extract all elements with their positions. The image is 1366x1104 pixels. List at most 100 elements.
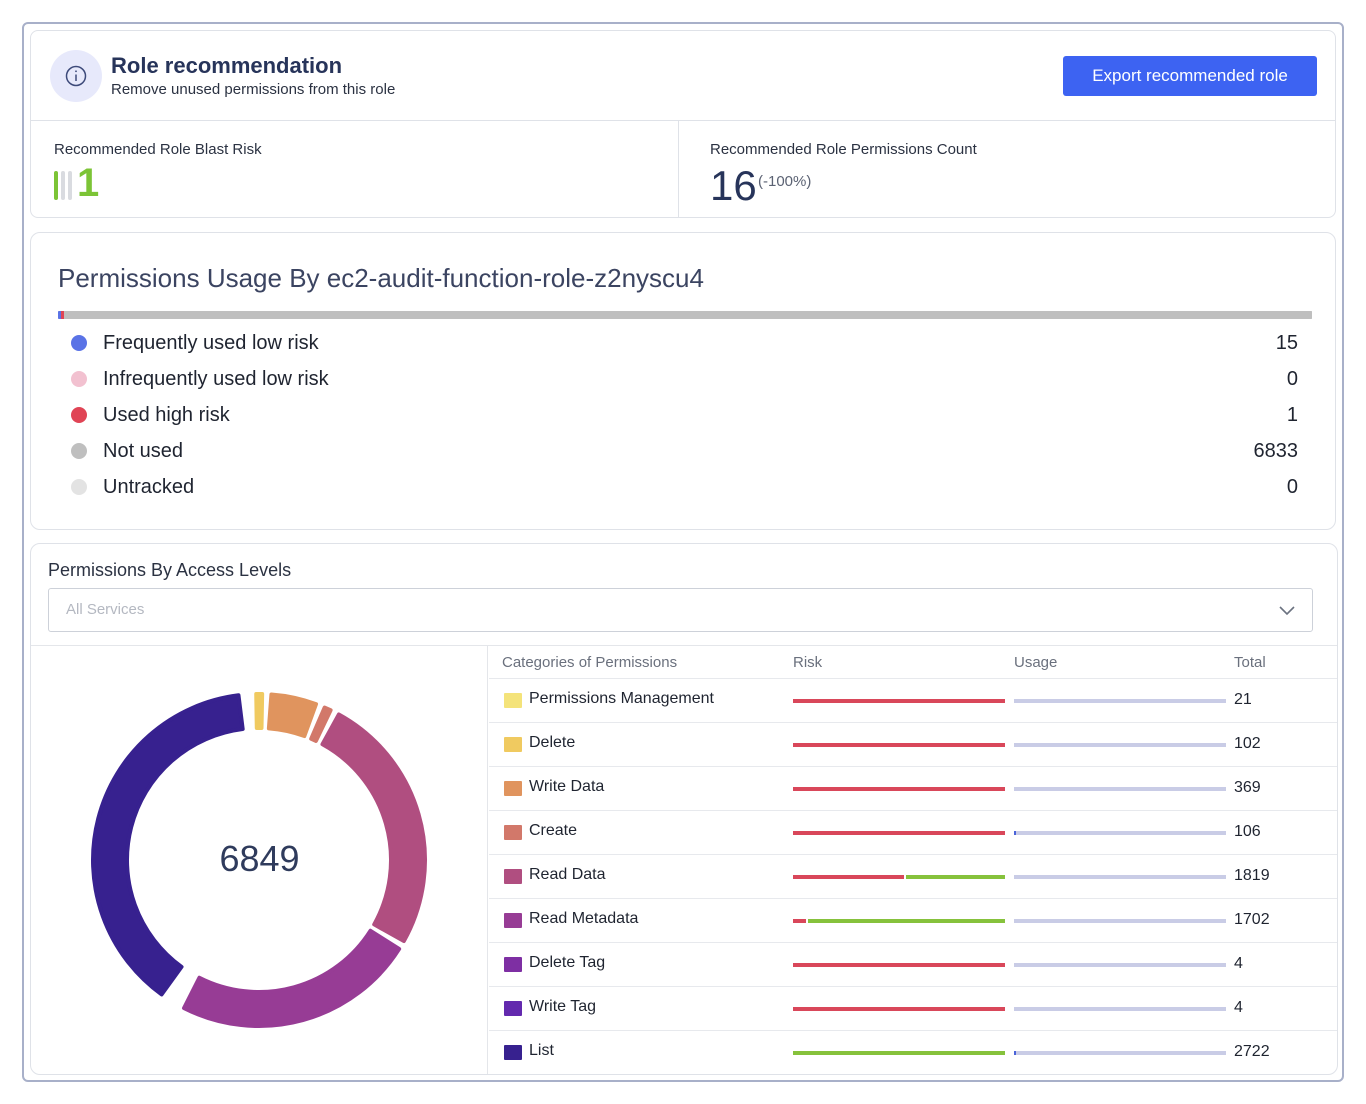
permissions-count-label: Recommended Role Permissions Count [710,141,977,158]
category-total: 102 [1234,735,1261,752]
category-swatch [504,913,522,928]
legend-dot [71,371,87,387]
category-swatch [504,693,522,708]
usage-bar [1014,875,1226,879]
legend-count: 6833 [1253,439,1299,462]
legend-label: Infrequently used low risk [103,367,329,390]
risk-high-segment [793,1007,1005,1011]
risk-bar [793,919,1005,923]
category-label: Write Tag [529,998,596,1015]
table-row[interactable]: List 2722 [489,1030,1337,1074]
legend-dot [71,407,87,423]
donut-slice[interactable] [182,928,402,1028]
table-row[interactable]: Write Tag 4 [489,986,1337,1030]
legend-count: 0 [1286,367,1298,390]
column-header-usage: Usage [1014,654,1058,671]
usage-bar [1014,743,1226,747]
table-row[interactable]: Permissions Management 21 [489,678,1337,722]
donut-slice[interactable] [91,693,245,997]
permissions-count-value: 16 [710,162,757,209]
usage-legend-row: Not used 6833 [71,437,1298,465]
legend-count: 1 [1286,403,1298,426]
risk-high-segment [793,919,806,923]
access-levels-card: Permissions By Access Levels All Service… [30,543,1338,1075]
usage-bar [1014,1007,1226,1011]
risk-bar [793,1051,1005,1055]
usage-bar-segment [58,311,62,319]
usage-legend-row: Untracked 0 [71,473,1298,501]
usage-bar [1014,831,1226,835]
blast-risk-value: 1 [77,161,100,205]
donut-total: 6849 [219,838,300,879]
table-row[interactable]: Write Data 369 [489,766,1337,810]
usage-bar [1014,1051,1226,1055]
category-total: 106 [1234,823,1261,840]
donut-slice[interactable] [266,692,319,739]
table-row[interactable]: Read Metadata 1702 [489,898,1337,942]
table-row[interactable]: Create 106 [489,810,1337,854]
usage-title: Permissions Usage By ec2-audit-function-… [58,263,704,293]
permissions-usage-card: Permissions Usage By ec2-audit-function-… [30,232,1336,530]
usage-legend-row: Frequently used low risk 15 [71,329,1298,357]
table-row[interactable]: Delete 102 [489,722,1337,766]
access-levels-title: Permissions By Access Levels [48,560,292,580]
usage-bar [1014,787,1226,791]
risk-level-bar [54,171,58,200]
column-header-category: Categories of Permissions [502,654,678,671]
page-subtitle: Remove unused permissions from this role [111,81,396,98]
donut-chart: 6849 [31,646,488,1074]
risk-bar [793,831,1005,835]
legend-label: Frequently used low risk [103,331,319,354]
category-swatch [504,869,522,884]
usage-stacked-bar [58,311,1312,319]
usage-legend-row: Infrequently used low risk 0 [71,365,1298,393]
usage-legend-row: Used high risk 1 [71,401,1298,429]
legend-dot [71,443,87,459]
divider [31,645,1337,646]
category-label: Create [529,822,578,839]
category-total: 1819 [1234,867,1270,884]
risk-level-bar [61,171,65,200]
category-label: Delete Tag [529,954,606,971]
risk-low-segment [906,875,1005,879]
risk-level-bar [68,171,72,200]
service-select[interactable]: All Services [48,588,1313,632]
category-swatch [504,737,522,752]
legend-dot [71,479,87,495]
category-total: 1702 [1234,911,1270,928]
permissions-count-delta: (-100%) [758,173,812,190]
category-total: 4 [1234,955,1243,972]
donut-slice[interactable] [309,705,333,743]
category-swatch [504,825,522,840]
category-swatch [504,1001,522,1016]
column-header-risk: Risk [793,654,823,671]
category-swatch [504,957,522,972]
category-label: Permissions Management [529,690,714,707]
risk-high-segment [793,743,1005,747]
usage-bar [1014,699,1226,703]
category-total: 21 [1234,691,1252,708]
risk-bar [793,875,1005,879]
chevron-down-icon [1279,606,1295,616]
table-row[interactable]: Read Data 1819 [489,854,1337,898]
category-label: List [529,1042,554,1059]
risk-bar [793,963,1005,967]
service-select-placeholder: All Services [66,601,145,618]
donut-slice[interactable] [320,712,427,944]
category-label: Write Data [529,778,605,795]
risk-high-segment [793,963,1005,967]
legend-count: 0 [1286,475,1298,498]
blast-risk-gauge [54,171,72,200]
donut-slice[interactable] [254,692,265,731]
export-recommended-role-button[interactable]: Export recommended role [1063,56,1317,96]
legend-count: 15 [1275,331,1298,354]
usage-bar [1014,963,1226,967]
table-row[interactable]: Delete Tag 4 [489,942,1337,986]
category-total: 4 [1234,999,1243,1016]
usage-used-segment [1014,831,1017,835]
column-header-total: Total [1234,654,1266,671]
risk-low-segment [793,1051,1005,1055]
category-label: Read Data [529,866,606,883]
category-total: 2722 [1234,1043,1270,1060]
legend-label: Not used [103,439,184,462]
